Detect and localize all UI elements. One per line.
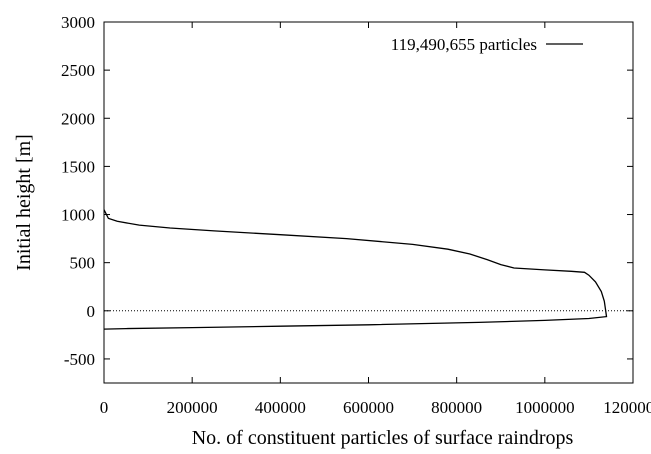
legend-label: 119,490,655 particles xyxy=(391,35,537,54)
y-ticks: -500 0 500 1000 1500 2000 2500 3000 xyxy=(61,13,633,369)
y-axis-title: Initial height [m] xyxy=(13,134,35,271)
x-tick-label: 200000 xyxy=(167,398,218,417)
plot-frame xyxy=(103,21,634,384)
legend: 119,490,655 particles xyxy=(391,35,583,54)
y-tick-label: 1000 xyxy=(61,206,95,225)
y-tick-label: 2000 xyxy=(61,109,95,128)
x-tick-label: 800000 xyxy=(431,398,482,417)
y-tick-label: 0 xyxy=(87,302,96,321)
series-line xyxy=(103,209,608,330)
x-tick-label: 0 xyxy=(100,398,109,417)
x-tick-label: 400000 xyxy=(255,398,306,417)
x-tick-label: 1200000 xyxy=(603,398,651,417)
y-tick-label: 500 xyxy=(70,254,96,273)
x-ticks: 0 200000 400000 600000 800000 1000000 1200000 xyxy=(100,22,651,417)
y-tick-label: -500 xyxy=(64,350,95,369)
y-tick-label: 1500 xyxy=(61,157,95,176)
y-tick-label: 2500 xyxy=(61,61,95,80)
x-tick-label: 1000000 xyxy=(515,398,575,417)
y-tick-label: 3000 xyxy=(61,13,95,32)
x-axis-title: No. of constituent particles of surface … xyxy=(192,427,574,449)
x-tick-label: 600000 xyxy=(343,398,394,417)
